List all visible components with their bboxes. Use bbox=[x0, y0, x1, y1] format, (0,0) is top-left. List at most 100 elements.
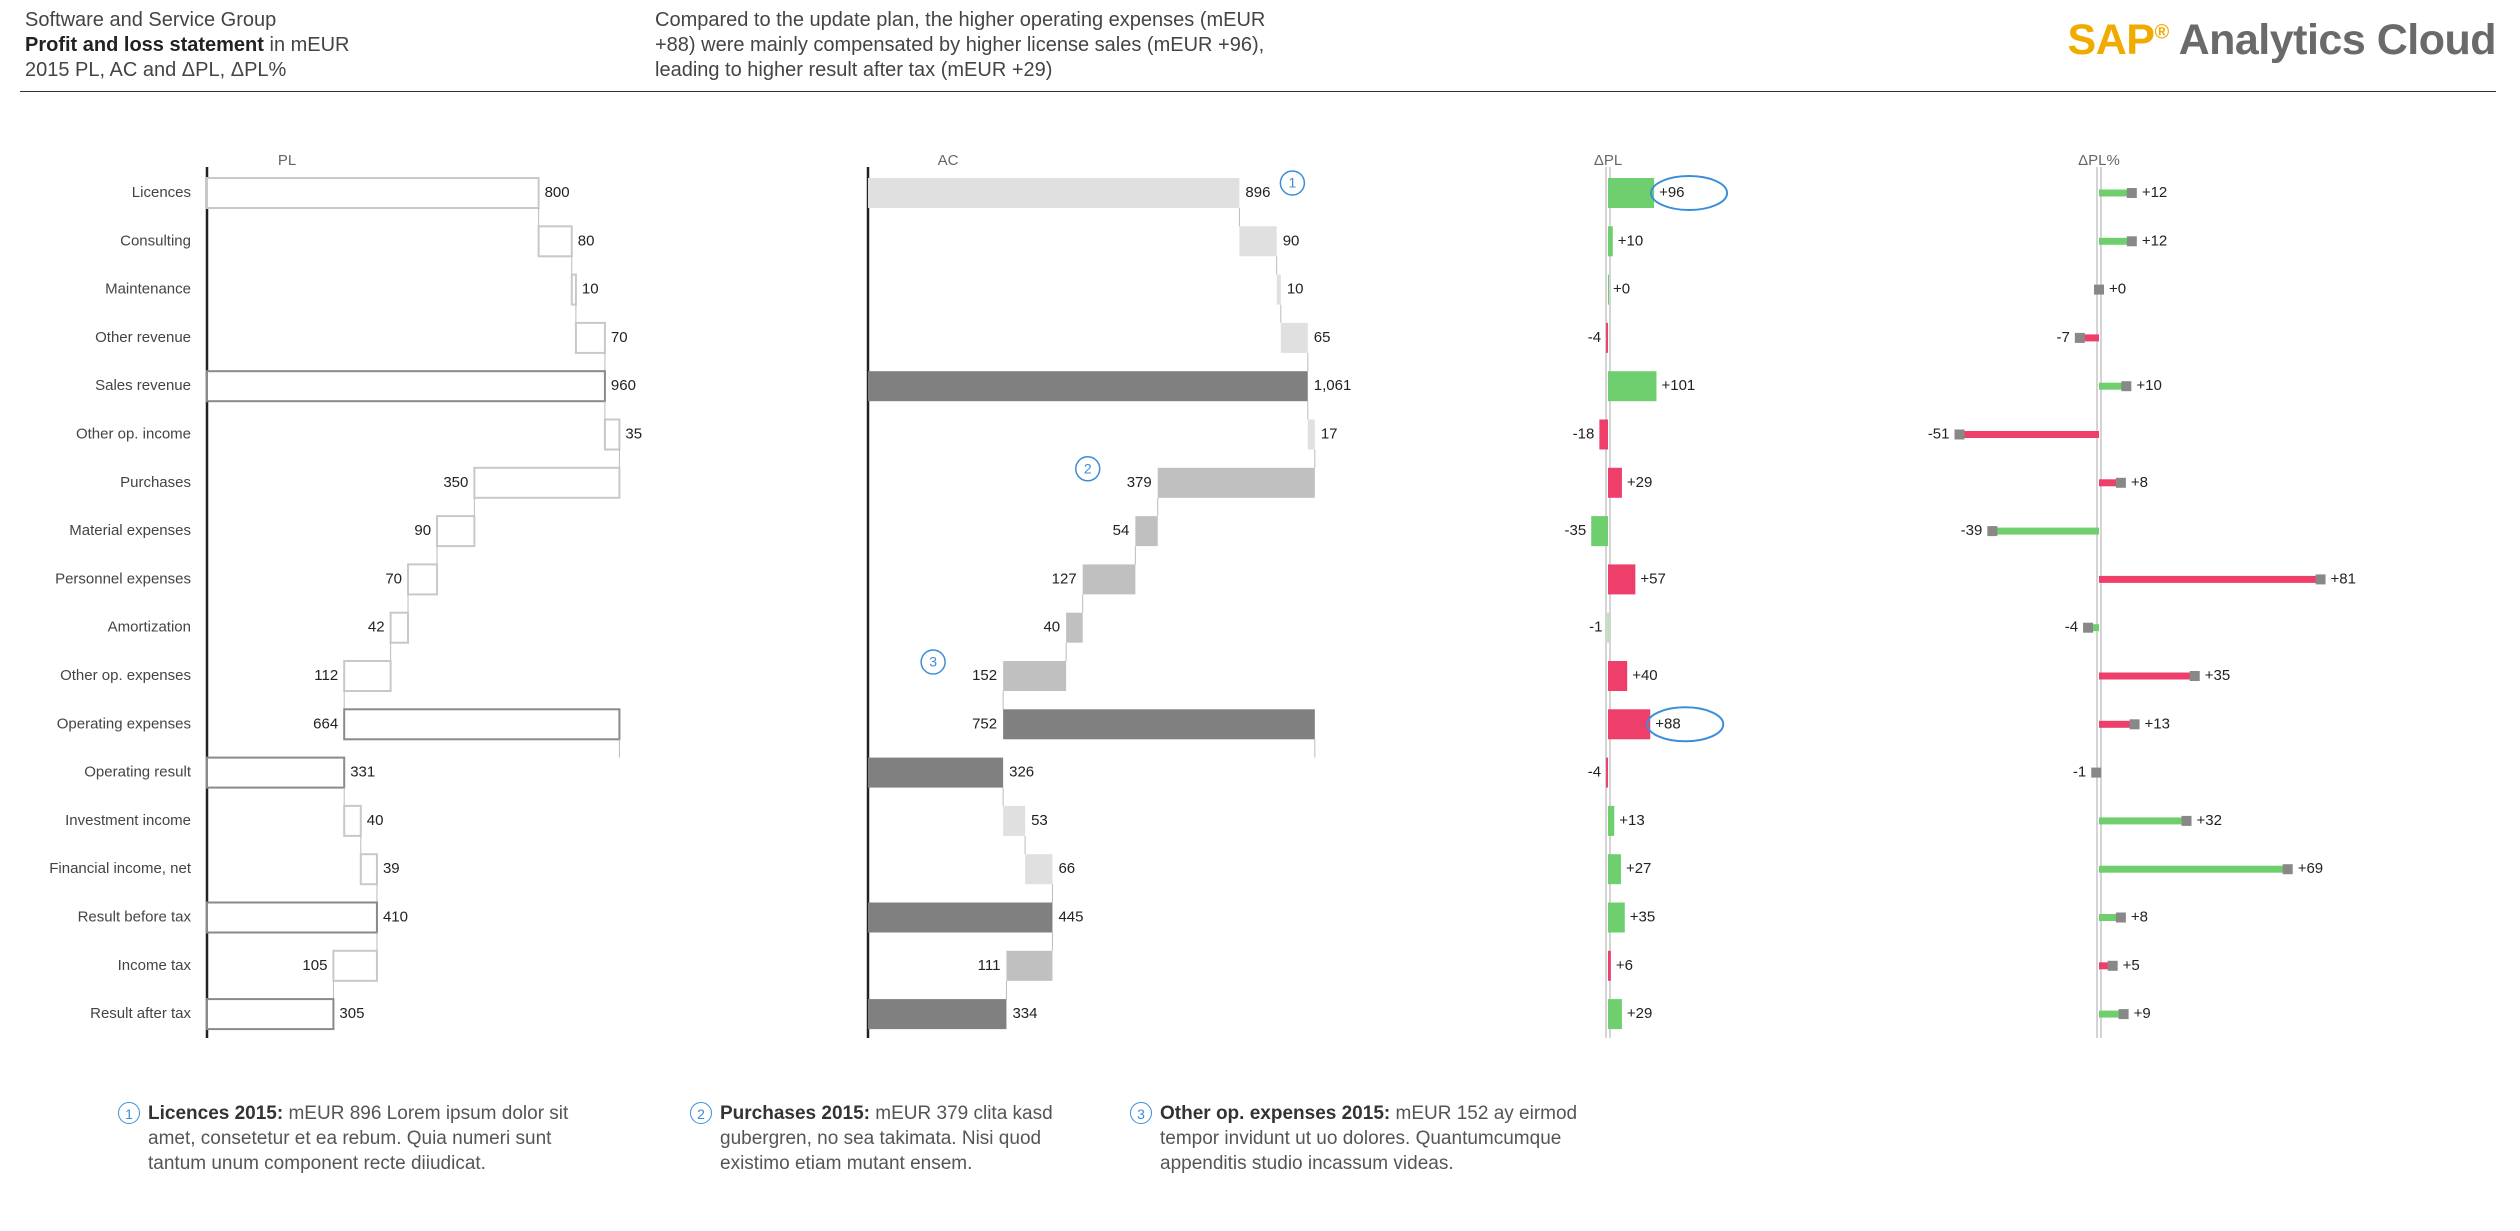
data-label: 445 bbox=[1058, 908, 1083, 925]
percent-label: +35 bbox=[2205, 667, 2230, 684]
waterfall-bar bbox=[1082, 564, 1136, 595]
percent-marker bbox=[1954, 429, 1965, 440]
category-label: Amortization bbox=[108, 619, 191, 636]
note-licences: 1 Licences 2015: mEUR 896 Lorem ipsum do… bbox=[118, 1101, 588, 1176]
percent-needle bbox=[2099, 479, 2121, 487]
delta-label: +57 bbox=[1640, 570, 1665, 587]
percent-needle bbox=[2099, 865, 2288, 873]
waterfall-bar bbox=[1003, 805, 1026, 836]
waterfall-bar bbox=[1006, 950, 1053, 981]
waterfall-bar bbox=[868, 902, 1053, 933]
percent-label: +81 bbox=[2331, 570, 2356, 587]
percent-label: -51 bbox=[1928, 425, 1950, 442]
delta-bar bbox=[1608, 564, 1636, 595]
percent-label: +8 bbox=[2131, 908, 2148, 925]
delta-label: +40 bbox=[1632, 667, 1657, 684]
data-label: 35 bbox=[625, 425, 642, 442]
category-label: Other op. income bbox=[76, 425, 191, 442]
delta-label: -1 bbox=[1589, 619, 1602, 636]
delta-bar bbox=[1608, 999, 1622, 1030]
highlight-ellipse bbox=[1646, 706, 1725, 743]
waterfall-bar bbox=[1280, 322, 1308, 353]
percent-needle bbox=[2099, 672, 2195, 680]
percent-marker bbox=[2181, 815, 2192, 826]
note-text: mEUR 379 clita kasd gubergren, no sea ta… bbox=[720, 1103, 1053, 1174]
data-label: 105 bbox=[302, 957, 327, 974]
percent-needle bbox=[2099, 1010, 2124, 1018]
annotation-number: 2 bbox=[1084, 461, 1092, 477]
waterfall-bar bbox=[1066, 612, 1083, 643]
waterfall-bar bbox=[206, 756, 346, 789]
delta-bar bbox=[1606, 322, 1608, 353]
waterfall-bar bbox=[473, 466, 621, 499]
note-title: Licences 2015: bbox=[148, 1103, 284, 1124]
report-title-bold: Profit and loss statement bbox=[25, 34, 264, 56]
data-label: 127 bbox=[1052, 570, 1077, 587]
percent-label: +13 bbox=[2145, 715, 2170, 732]
percent-needle bbox=[2099, 189, 2132, 197]
org-name: Software and Service Group bbox=[25, 9, 277, 31]
percent-marker bbox=[2129, 719, 2140, 730]
percent-needle bbox=[1959, 431, 2099, 438]
data-label: 664 bbox=[313, 715, 338, 732]
data-label: 90 bbox=[1283, 232, 1300, 249]
data-label: 896 bbox=[1245, 184, 1270, 201]
percent-needle bbox=[2099, 914, 2121, 921]
category-label: Financial income, net bbox=[49, 860, 192, 877]
category-label: Investment income bbox=[65, 812, 191, 829]
data-label: 305 bbox=[339, 1005, 364, 1022]
data-label: 410 bbox=[383, 908, 408, 925]
panel-title: PL bbox=[278, 152, 296, 169]
report-comment: Compared to the update plan, the higher … bbox=[655, 9, 1266, 81]
delta-label: +88 bbox=[1655, 715, 1680, 732]
delta-label: -4 bbox=[1588, 764, 1601, 781]
category-label: Material expenses bbox=[69, 522, 191, 539]
percent-marker bbox=[2126, 236, 2137, 247]
waterfall-bar bbox=[436, 515, 476, 548]
delta-bar bbox=[1591, 516, 1608, 547]
delta-bar bbox=[1608, 274, 1609, 305]
delta-label: +10 bbox=[1618, 232, 1643, 249]
note-badge-1: 1 bbox=[118, 1102, 140, 1124]
percent-marker bbox=[2074, 332, 2085, 343]
delta-bar bbox=[1608, 371, 1657, 402]
note-other-op-expenses: 3 Other op. expenses 2015: mEUR 152 ay e… bbox=[1130, 1101, 1620, 1176]
category-label: Licences bbox=[132, 184, 191, 201]
note-purchases: 2 Purchases 2015: mEUR 379 clita kasd gu… bbox=[690, 1101, 1070, 1176]
delta-label: +29 bbox=[1627, 1005, 1652, 1022]
waterfall-bar bbox=[868, 999, 1007, 1030]
percent-label: -1 bbox=[2073, 764, 2086, 781]
waterfall-bar bbox=[1025, 854, 1053, 885]
delta-bar bbox=[1608, 709, 1651, 740]
waterfall-bar bbox=[1003, 661, 1067, 691]
percent-label: +12 bbox=[2142, 232, 2167, 249]
waterfall-bar bbox=[1239, 226, 1277, 257]
data-label: 53 bbox=[1031, 812, 1048, 829]
data-label: 350 bbox=[443, 474, 468, 491]
annotation-badge bbox=[1074, 456, 1101, 482]
delta-label: -4 bbox=[1588, 329, 1601, 346]
annotation-badge bbox=[920, 649, 946, 675]
data-label: 42 bbox=[368, 619, 385, 636]
annotation-number: 3 bbox=[929, 654, 937, 670]
data-label: 40 bbox=[367, 812, 384, 829]
percent-needle bbox=[2079, 334, 2099, 342]
percent-marker bbox=[2315, 574, 2326, 585]
waterfall-bar bbox=[343, 804, 362, 837]
data-label: 39 bbox=[383, 860, 400, 877]
category-label: Personnel expenses bbox=[55, 570, 191, 587]
header-divider bbox=[20, 91, 2496, 92]
percent-marker bbox=[1987, 526, 1998, 537]
delta-label: -18 bbox=[1573, 425, 1595, 442]
waterfall-bar bbox=[868, 371, 1308, 402]
data-label: 66 bbox=[1058, 860, 1075, 877]
waterfall-bar bbox=[343, 708, 621, 741]
logo-product: Analytics Cloud bbox=[2178, 16, 2497, 64]
data-label: 112 bbox=[314, 667, 338, 684]
report-title-unit: in mEUR bbox=[263, 34, 350, 56]
waterfall-bar bbox=[359, 853, 378, 886]
waterfall-bar bbox=[206, 177, 540, 209]
delta-bar bbox=[1607, 612, 1609, 643]
percent-needle bbox=[2099, 575, 2321, 583]
highlight-ellipse bbox=[1650, 175, 1729, 211]
